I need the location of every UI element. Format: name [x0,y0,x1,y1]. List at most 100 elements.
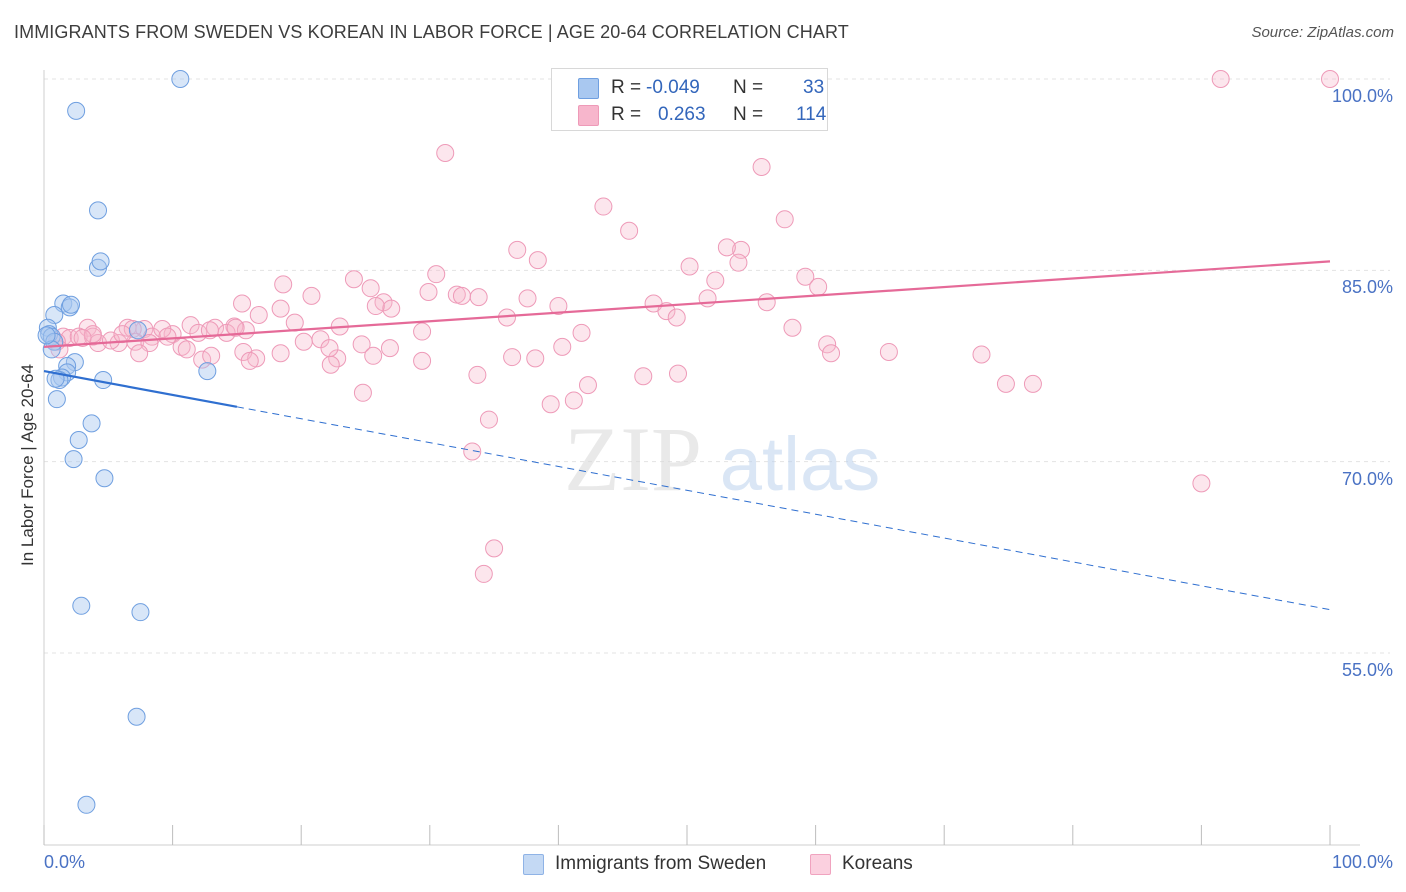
korean-point [302,286,321,305]
korean-point [113,325,132,344]
sweden-point [47,390,66,409]
korean-point [364,346,383,365]
legend-label-korean: Koreans [842,853,913,874]
korean-point [757,293,776,312]
korean-point [419,283,438,302]
korean-point [572,323,591,342]
sweden-point [128,321,147,340]
korean-point [320,339,339,358]
korean-point [1192,474,1211,493]
korean-point [193,350,212,369]
korean-point [698,289,717,308]
korean-point [436,143,455,162]
korean-point [177,340,196,359]
legend-label-sweden: Immigrants from Sweden [555,853,767,874]
korean-point [594,197,613,216]
korean-trend-line [43,260,1331,348]
korean-point [294,332,313,351]
korean-point [752,158,771,177]
korean-point [474,564,493,583]
legend-swatch-korean [578,105,599,126]
korean-point [796,267,815,286]
korean-point [706,271,725,290]
sweden-point [91,252,110,271]
korean-point [413,322,432,341]
korean-point [717,238,736,257]
legend-r-label: R = [611,104,642,125]
korean-point [240,351,259,370]
korean-point [485,539,504,558]
sweden-point [82,414,101,433]
y-tick-label: 100.0% [1331,86,1393,106]
korean-point [668,364,687,383]
korean-point [249,305,268,324]
y-tick-label: 70.0% [1341,468,1393,489]
axis-layer [43,70,1360,846]
watermark: ZIP atlas [564,408,880,510]
sweden-point [95,469,114,488]
sweden-point [89,201,108,220]
legend-n-label: N = [733,77,764,98]
legend-n-value: 114 [796,104,827,125]
legend-r-label: R = [611,77,642,98]
korean-point [1321,70,1339,88]
legend-swatch-korean [810,854,831,875]
korean-point [130,344,149,363]
korean-point [463,442,482,461]
sweden-point [127,707,146,726]
korean-point [578,376,597,395]
sweden-point [171,70,190,88]
korean-point [479,410,498,429]
korean-point [729,253,748,272]
korean-point [879,342,898,361]
source-text: Source: ZipAtlas.com [1251,24,1394,41]
korean-point [657,302,676,321]
sweden-point [72,596,91,615]
korean-point [553,337,572,356]
korean-point [361,279,380,298]
sweden-points [37,70,217,814]
chart-title: IMMIGRANTS FROM SWEDEN VS KOREAN IN LABO… [14,22,849,42]
korean-point [1023,374,1042,393]
korean-point [528,251,547,270]
korean-point [1211,70,1230,88]
korean-point [822,344,841,363]
korean-point [667,308,686,327]
korean-point [226,318,245,337]
grid-layer [44,78,1390,654]
korean-point [382,299,401,318]
korean-point [181,316,200,335]
sweden-point [67,101,86,120]
y-axis-title: In Labor Force | Age 20-64 [18,364,37,566]
korean-point [452,286,471,305]
korean-point [285,313,304,332]
trend-layer [43,260,1331,611]
korean-point [101,331,120,350]
korean-point [274,275,293,294]
korean-point [202,346,221,365]
korean-point [353,383,372,402]
korean-point [366,297,385,316]
korean-point [380,339,399,358]
korean-point [526,349,545,368]
y-tick-label: 55.0% [1341,660,1393,680]
sweden-point [131,603,150,622]
x-tick-label: 0.0% [44,852,86,872]
legend-n-label: N = [733,104,764,125]
legend-swatch-sweden [523,854,544,875]
sweden-trend-extension [236,406,1331,611]
korean-point [344,270,363,289]
watermark-atlas: atlas [720,422,881,507]
korean-point [328,349,347,368]
korean-point [233,294,252,313]
sweden-trend-line [43,370,238,408]
korean-point [541,395,560,414]
sweden-point [198,362,217,381]
korean-point [413,351,432,370]
korean-point [680,257,699,276]
correlation-legend: R = -0.049 N = 33 R = 0.263 N = 114 [551,68,828,131]
korean-point [73,328,92,347]
korean-point [783,318,802,337]
korean-point [158,327,177,346]
